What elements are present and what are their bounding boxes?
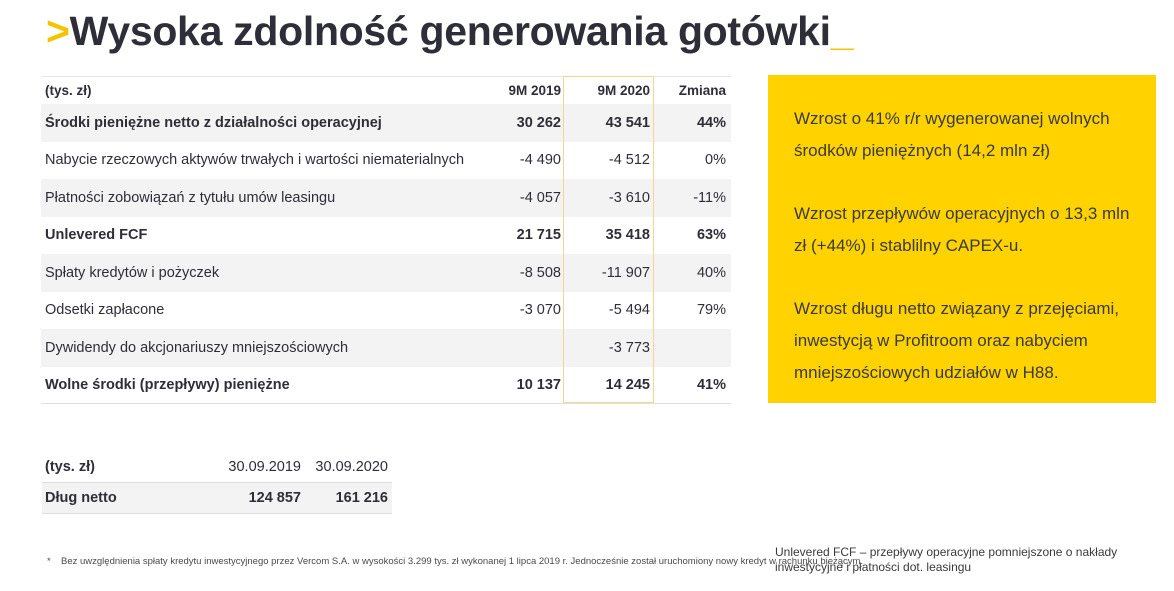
row-value-2020: -3 610 <box>608 189 650 206</box>
row-value-2019: -4 490 <box>519 152 561 169</box>
takeaway-item: Wzrost przepływów operacyjnych o 13,3 ml… <box>794 204 1130 255</box>
cash-flow-table: (tys. zł) 9M 2019 9M 2020 Zmiana Środki … <box>41 76 731 404</box>
debt-header-row: (tys. zł) 30.09.2019 30.09.2020 <box>42 452 392 483</box>
row-value-2020: -3 773 <box>608 339 650 356</box>
debt-row-label: Dług netto <box>45 490 117 506</box>
table-row: Wolne środki (przepływy) pieniężne 10 13… <box>41 367 731 404</box>
key-takeaways-box: Wzrost o 41% r/r wygenerowanej wolnych ś… <box>768 75 1156 403</box>
row-change: 44% <box>696 114 726 131</box>
table-row: Odsetki zapłacone -3 070 -5 494 79% <box>41 292 731 330</box>
row-value-2020: -4 512 <box>608 152 650 169</box>
takeaway-item: Wzrost długu netto związany z przejęciam… <box>794 299 1120 382</box>
takeaway-item: Wzrost o 41% r/r wygenerowanej wolnych ś… <box>794 109 1110 160</box>
row-change: 0% <box>705 152 726 169</box>
table-row: Dywidendy do akcjonariuszy mniejszościow… <box>41 329 731 367</box>
row-change: 63% <box>696 227 726 244</box>
table-row: Płatności zobowiązań z tytułu umów leasi… <box>41 179 731 217</box>
footnote-marker: * <box>47 556 51 567</box>
row-change: 79% <box>696 302 726 319</box>
row-value-2019: -8 508 <box>519 264 561 281</box>
debt-value-2019: 124 857 <box>248 490 301 506</box>
debt-header-2020: 30.09.2020 <box>315 459 388 475</box>
net-debt-table: (tys. zł) 30.09.2019 30.09.2020 Dług net… <box>42 452 392 514</box>
row-value-2020: 43 541 <box>605 114 650 131</box>
table-row: Środki pieniężne netto z działalności op… <box>41 104 731 142</box>
header-9m-2020: 9M 2020 <box>597 83 650 98</box>
footnote-text: Bez uwzględnienia spłaty kredytu inwesty… <box>61 556 864 567</box>
row-label: Nabycie rzeczowych aktywów trwałych i wa… <box>45 152 465 169</box>
row-value-2020: -5 494 <box>608 302 650 319</box>
header-unit: (tys. zł) <box>45 83 92 98</box>
row-value-2020: -11 907 <box>601 264 650 281</box>
row-value-2019: 10 137 <box>516 376 561 393</box>
table-row: Unlevered FCF 21 715 35 418 63% <box>41 217 731 255</box>
footnote: * Bez uwzględnienia spłaty kredytu inwes… <box>47 556 863 568</box>
row-change: -11% <box>693 189 726 206</box>
table-row: Spłaty kredytów i pożyczek -8 508 -11 90… <box>41 254 731 292</box>
row-value-2019: -4 057 <box>519 189 561 206</box>
title-underscore: _ <box>830 8 854 54</box>
table-header-row: (tys. zł) 9M 2019 9M 2020 Zmiana <box>41 76 731 104</box>
debt-header-2019: 30.09.2019 <box>228 459 301 475</box>
row-label: Wolne środki (przepływy) pieniężne <box>45 376 290 393</box>
row-value-2019: 30 262 <box>516 114 561 131</box>
table-row: Nabycie rzeczowych aktywów trwałych i wa… <box>41 142 731 180</box>
row-change: 41% <box>696 376 726 393</box>
row-value-2020: 35 418 <box>605 227 650 244</box>
page-title: >Wysoka zdolność generowania gotówki_ <box>46 8 854 55</box>
row-value-2019: 21 715 <box>516 227 561 244</box>
row-value-2019: -3 070 <box>519 302 561 319</box>
row-label: Dywidendy do akcjonariuszy mniejszościow… <box>45 339 349 356</box>
debt-row: Dług netto 124 857 161 216 <box>42 483 392 514</box>
row-label: Spłaty kredytów i pożyczek <box>45 264 220 281</box>
row-change: 40% <box>696 264 726 281</box>
title-text: Wysoka zdolność generowania gotówki <box>69 8 831 54</box>
row-label: Unlevered FCF <box>45 227 148 244</box>
title-chevron: > <box>46 8 70 54</box>
debt-value-2020: 161 216 <box>335 490 388 506</box>
row-label: Odsetki zapłacone <box>45 302 165 319</box>
row-label: Środki pieniężne netto z działalności op… <box>45 114 382 131</box>
row-label: Płatności zobowiązań z tytułu umów leasi… <box>45 189 336 206</box>
debt-header-unit: (tys. zł) <box>45 459 95 475</box>
row-value-2020: 14 245 <box>605 376 650 393</box>
header-9m-2019: 9M 2019 <box>508 83 561 98</box>
header-change: Zmiana <box>678 83 726 98</box>
definition-note: Unlevered FCF – przepływy operacyjne pom… <box>775 545 1118 574</box>
